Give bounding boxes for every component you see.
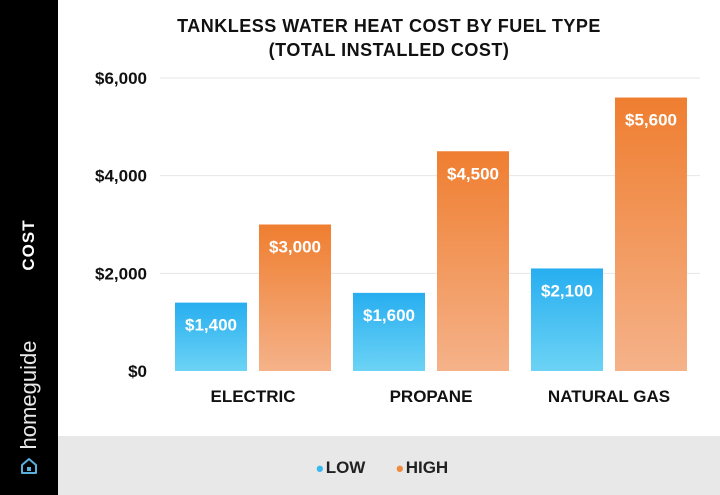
sidebar: COST homeguide [0,0,58,495]
legend-item-high: • HIGH [396,455,449,481]
home-icon [21,458,37,474]
legend: • LOW • HIGH [58,436,720,495]
y-tick-label: $4,000 [95,167,147,186]
legend-dot-low-icon: • [316,455,324,481]
x-tick-label: NATURAL GAS [548,387,670,406]
bar-low [353,292,425,371]
y-tick-label: $2,000 [95,264,147,283]
legend-label-low: LOW [325,458,366,477]
chart-plot: $0 $2,000 $4,000 $6,000 $1,400 $3,000 ELECTRIC… [95,69,700,406]
legend-item-low: • LOW [316,455,366,481]
bar-high [437,151,509,371]
x-tick-label: PROPANE [390,387,473,406]
legend-dot-high-icon: • [396,455,404,481]
chart-subtitle: (TOTAL INSTALLED COST) [268,40,510,60]
bar-value-label: $1,400 [185,316,237,335]
bar-value-label: $2,100 [541,281,593,300]
bar-value-label: $4,500 [447,164,499,183]
legend-label-high: HIGH [405,458,449,477]
bar-value-label: $1,600 [363,306,415,325]
bar-low [175,302,247,371]
bar-high [615,97,687,372]
bar-value-label: $5,600 [625,111,677,130]
bar-low [531,268,603,371]
bar-high [259,224,331,371]
y-tick-label: $0 [128,362,147,381]
chart-title: TANKLESS WATER HEAT COST BY FUEL TYPE [177,16,601,36]
x-tick-label: ELECTRIC [211,387,296,406]
y-tick-label: $6,000 [95,69,147,88]
bar-value-label: $3,000 [269,238,321,257]
